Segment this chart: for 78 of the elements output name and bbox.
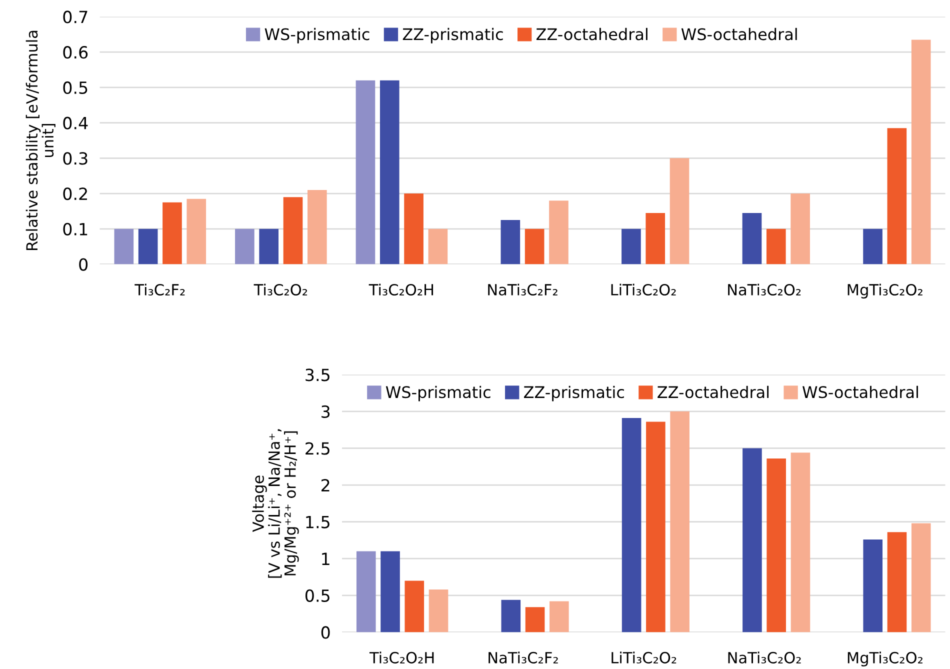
bar [114, 228, 134, 264]
bar [138, 228, 158, 264]
y-tick-label: 0.5 [63, 81, 88, 94]
bar [622, 418, 642, 632]
bar [742, 448, 762, 632]
y-tick-label: 3 [322, 405, 330, 418]
legend-label: WS-prismatic [386, 386, 490, 402]
x-tick-label: Ti₃C₂F₂ [134, 284, 185, 296]
y-tick-label: 0.6 [63, 46, 88, 59]
bar [887, 532, 907, 632]
y-tick-label: 0.1 [63, 222, 88, 236]
bar [380, 80, 400, 264]
bar [501, 600, 521, 632]
legend-label: ZZ-prismatic [402, 28, 503, 44]
bar [887, 128, 907, 264]
bar [308, 190, 327, 264]
bar [549, 200, 568, 264]
bar [863, 228, 882, 264]
y-axis-title: Relative stability [eV/formula unit] [26, 30, 56, 250]
x-tick-label: MgTi₃C₂O₂ [848, 284, 922, 298]
bar [525, 607, 545, 632]
y-tick-label: 0.3 [63, 152, 88, 165]
y-tick-label: 0.2 [63, 187, 87, 200]
y-tick-label: 2.5 [306, 442, 330, 455]
bar [622, 228, 641, 264]
bar [283, 197, 303, 264]
bar [911, 523, 931, 632]
bar [646, 212, 666, 264]
legend-label: WS-prismatic [264, 28, 370, 44]
bar [742, 212, 762, 264]
bar [911, 40, 931, 264]
x-tick-label: LiTi₃C₂O₂ [611, 284, 676, 296]
bar [766, 458, 786, 632]
x-tick-label: Ti₃C₂O₂ [254, 284, 308, 296]
y-tick-label: 1 [322, 552, 330, 565]
bar [670, 158, 690, 264]
bar [186, 198, 206, 264]
bar [524, 228, 544, 264]
bar [790, 194, 810, 264]
bar [404, 194, 424, 264]
bar [162, 202, 182, 264]
legend-label: WS-octahedral [681, 28, 797, 40]
bar [670, 411, 690, 632]
x-tick-label: NaTi₃C₂F₂ [488, 652, 558, 664]
y-tick-label: 2 [322, 478, 330, 492]
bar [766, 228, 786, 264]
x-tick-label: MgTi₃C₂O₂ [848, 652, 922, 666]
x-tick-label: NaTi₃C₂F₂ [488, 284, 558, 296]
y-tick-label: 1.5 [306, 516, 330, 528]
bar [380, 551, 400, 632]
legend-label: ZZ-octahedral [536, 28, 648, 40]
bar [404, 580, 424, 632]
x-tick-label: NaTi₃C₂O₂ [728, 652, 801, 664]
y-tick-label: 0.4 [63, 116, 88, 130]
legend-label: WS-octahedral [802, 386, 918, 398]
bar [790, 452, 810, 632]
x-tick-label: Ti₃C₂O₂H [368, 284, 434, 296]
bar [500, 220, 520, 264]
legend-label: ZZ-octahedral [658, 386, 769, 398]
bar [259, 228, 279, 264]
y-tick-label: 0 [79, 258, 88, 271]
y-axis-title: Voltage [V vs Li/Li⁺, Na/Na⁺, Mg/Mg⁺²⁺ or H₂/H⁺] [252, 429, 299, 578]
y-tick-label: 3.5 [306, 368, 330, 382]
bar [356, 80, 376, 264]
y-tick-label: 0.5 [305, 589, 330, 602]
x-tick-label: LiTi₃C₂O₂ [612, 652, 676, 664]
bar [646, 422, 666, 632]
legend-label: ZZ-prismatic [524, 386, 624, 402]
bar [550, 601, 569, 632]
bar [235, 228, 254, 264]
x-tick-label: Ti₃C₂O₂H [369, 652, 434, 664]
bar [428, 228, 448, 264]
bar [863, 539, 883, 632]
bar [428, 590, 448, 632]
x-tick-label: NaTi₃C₂O₂ [728, 284, 801, 296]
y-tick-label: 0 [321, 626, 330, 639]
bar [356, 551, 376, 632]
y-tick-label: 0.7 [63, 10, 88, 24]
